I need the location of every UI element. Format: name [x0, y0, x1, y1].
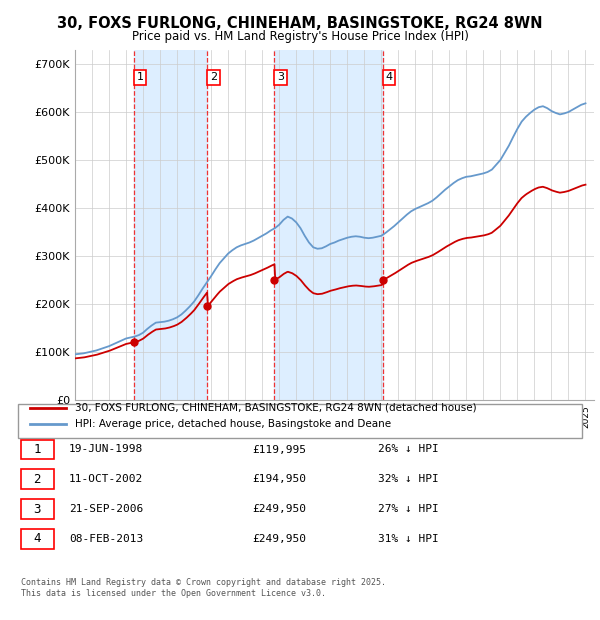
Text: 26% ↓ HPI: 26% ↓ HPI [378, 445, 439, 454]
Text: Price paid vs. HM Land Registry's House Price Index (HPI): Price paid vs. HM Land Registry's House … [131, 30, 469, 43]
Text: 30, FOXS FURLONG, CHINEHAM, BASINGSTOKE, RG24 8WN: 30, FOXS FURLONG, CHINEHAM, BASINGSTOKE,… [57, 16, 543, 30]
Text: £249,950: £249,950 [252, 534, 306, 544]
Text: HPI: Average price, detached house, Basingstoke and Deane: HPI: Average price, detached house, Basi… [75, 419, 391, 430]
Text: 30, FOXS FURLONG, CHINEHAM, BASINGSTOKE, RG24 8WN (detached house): 30, FOXS FURLONG, CHINEHAM, BASINGSTOKE,… [75, 402, 476, 413]
Text: 1: 1 [34, 443, 41, 456]
Bar [274, 50, 383, 400]
Bar [134, 50, 208, 400]
Text: 3: 3 [277, 73, 284, 82]
Text: 3: 3 [34, 503, 41, 515]
Text: 1: 1 [137, 73, 143, 82]
Text: 27% ↓ HPI: 27% ↓ HPI [378, 504, 439, 514]
Text: 31% ↓ HPI: 31% ↓ HPI [378, 534, 439, 544]
Text: 4: 4 [34, 533, 41, 545]
Text: Contains HM Land Registry data © Crown copyright and database right 2025.: Contains HM Land Registry data © Crown c… [21, 578, 386, 587]
Text: 4: 4 [385, 73, 392, 82]
Text: 21-SEP-2006: 21-SEP-2006 [69, 504, 143, 514]
Text: 2: 2 [34, 473, 41, 485]
Text: 11-OCT-2002: 11-OCT-2002 [69, 474, 143, 484]
Text: £194,950: £194,950 [252, 474, 306, 484]
Text: £119,995: £119,995 [252, 445, 306, 454]
Text: 08-FEB-2013: 08-FEB-2013 [69, 534, 143, 544]
Text: This data is licensed under the Open Government Licence v3.0.: This data is licensed under the Open Gov… [21, 589, 326, 598]
Text: 32% ↓ HPI: 32% ↓ HPI [378, 474, 439, 484]
Text: 19-JUN-1998: 19-JUN-1998 [69, 445, 143, 454]
Text: 2: 2 [210, 73, 217, 82]
Text: £249,950: £249,950 [252, 504, 306, 514]
